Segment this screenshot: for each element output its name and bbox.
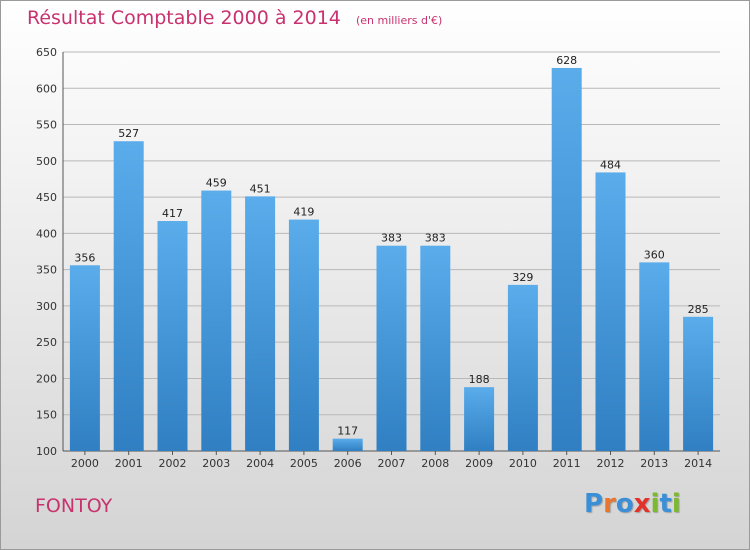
bar-2005 <box>288 219 319 451</box>
x-tick-label-2002: 2002 <box>159 457 187 470</box>
x-tick-label-2001: 2001 <box>115 457 143 470</box>
logo-letter: r <box>603 489 616 519</box>
bar-2010 <box>507 284 538 451</box>
bar-2009 <box>464 387 495 451</box>
x-tick-label-2003: 2003 <box>202 457 230 470</box>
logo-letter: i <box>650 489 660 519</box>
x-tick-label-2012: 2012 <box>597 457 625 470</box>
y-tick-label: 500 <box>36 155 57 168</box>
y-tick-label: 400 <box>36 227 57 240</box>
bar-2012 <box>595 172 626 451</box>
data-label-2008: 383 <box>425 232 446 245</box>
y-tick-label: 100 <box>36 445 57 458</box>
y-tick-label: 350 <box>36 264 57 277</box>
y-tick-label: 650 <box>36 46 57 59</box>
unit-label: (en milliers d'€) <box>355 14 443 27</box>
x-tick-label-2009: 2009 <box>465 457 493 470</box>
y-tick-label: 450 <box>36 191 57 204</box>
data-label-2014: 285 <box>688 303 709 316</box>
y-tick-label: 200 <box>36 372 57 385</box>
bar-2014 <box>683 316 714 451</box>
bar-2013 <box>639 262 670 451</box>
data-label-2003: 459 <box>206 177 227 190</box>
bar-2006 <box>332 438 363 451</box>
data-label-2004: 451 <box>250 182 271 195</box>
bars <box>69 67 714 452</box>
x-tick-label-2006: 2006 <box>334 457 362 470</box>
bar-2008 <box>420 245 451 451</box>
bar-2001 <box>113 141 144 452</box>
y-tick-label: 300 <box>36 300 57 313</box>
data-label-2007: 383 <box>381 232 402 245</box>
logo-letter: P <box>584 489 604 519</box>
data-label-2010: 329 <box>512 271 533 284</box>
x-tick-label-2011: 2011 <box>553 457 581 470</box>
y-tick-labels: 100 150 200 250 300 350 400 450 500 550 600 650 <box>36 46 57 458</box>
x-tick-label-2004: 2004 <box>246 457 274 470</box>
x-tick-label-2010: 2010 <box>509 457 537 470</box>
bar-2004 <box>245 196 276 451</box>
data-label-2013: 360 <box>644 248 665 261</box>
data-label-2011: 628 <box>556 54 577 67</box>
bar-2011 <box>551 67 582 452</box>
title-row: Résultat Comptable 2000 à 2014 (en milli… <box>27 7 442 29</box>
data-label-2005: 419 <box>293 206 314 219</box>
chart-title: Résultat Comptable 2000 à 2014 <box>27 7 341 29</box>
proxiti-logo: Proxiti <box>584 489 681 519</box>
location-name: FONTOY <box>35 495 113 517</box>
x-tick-label-2013: 2013 <box>640 457 668 470</box>
y-tick-label: 550 <box>36 119 57 132</box>
bar-2007 <box>376 245 407 451</box>
logo-letter: i <box>671 489 681 519</box>
bar-2003 <box>201 190 232 451</box>
x-tick-label-2008: 2008 <box>421 457 449 470</box>
y-tick-label: 150 <box>36 409 57 422</box>
x-tick-labels: 2000 2001 2002 2003 2004 2005 2006 2007 2008 2009… <box>71 451 712 470</box>
data-label-2006: 117 <box>337 425 358 438</box>
data-label-2002: 417 <box>162 207 183 220</box>
x-tick-label-2007: 2007 <box>378 457 406 470</box>
y-tick-label: 600 <box>36 82 57 95</box>
x-tick-label-2014: 2014 <box>684 457 712 470</box>
logo-letter: t <box>659 489 672 519</box>
bar-2002 <box>157 221 188 451</box>
bar-2000 <box>69 265 100 451</box>
logo-letter: x <box>633 489 651 519</box>
data-label-2012: 484 <box>600 158 621 171</box>
data-labels: 356 527 417 459 451 419 117 383 383 188 329 628 484 3… <box>74 54 708 438</box>
x-tick-label-2005: 2005 <box>290 457 318 470</box>
data-label-2000: 356 <box>74 251 95 264</box>
data-label-2009: 188 <box>469 373 490 386</box>
data-label-2001: 527 <box>118 127 139 140</box>
logo-letter: o <box>615 489 634 519</box>
y-tick-label: 250 <box>36 336 57 349</box>
x-tick-label-2000: 2000 <box>71 457 99 470</box>
